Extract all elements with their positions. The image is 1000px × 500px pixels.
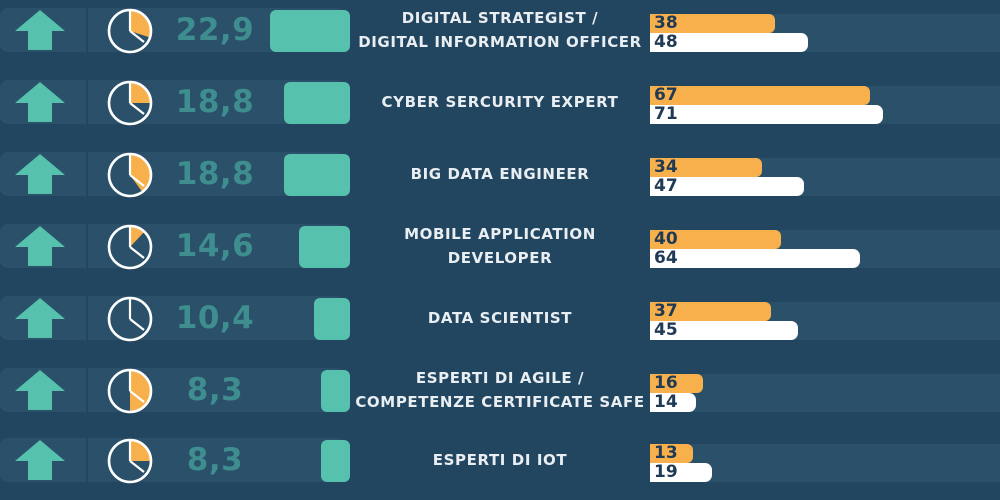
percentage-bar [284, 154, 350, 196]
chart-row: 14,6 MOBILE APPLICATION DEVELOPER 40 64 [0, 222, 1000, 270]
clock-fill [130, 154, 151, 192]
category-label: DIGITAL STRATEGIST / DIGITAL INFORMATION … [355, 6, 645, 54]
bar-white: 19 [650, 463, 712, 482]
bar-orange: 67 [650, 86, 870, 105]
row-divider [86, 224, 88, 268]
row-divider [86, 8, 88, 52]
clock-fill [130, 82, 151, 103]
category-label: BIG DATA ENGINEER [355, 150, 645, 198]
percentage-bar [314, 298, 350, 340]
clock-icon [107, 224, 153, 270]
percentage-label: 8,3 [186, 442, 244, 478]
category-label-line: MOBILE APPLICATION [404, 225, 596, 243]
clock-fill [130, 226, 145, 247]
bar-orange: 34 [650, 158, 762, 177]
bar-white: 14 [650, 393, 696, 412]
bar-orange: 37 [650, 302, 771, 321]
row-divider [86, 438, 88, 482]
clock-icon [107, 80, 153, 126]
category-label: DATA SCIENTIST [355, 294, 645, 342]
category-label-line: ESPERTI DI AGILE / [415, 369, 585, 387]
chart-row: 8,3 ESPERTI DI AGILE / COMPETENZE CERTIFIC… [0, 366, 1000, 414]
category-label-line: DEVELOPER [447, 249, 553, 267]
category-label: ESPERTI DI IOT [355, 436, 645, 484]
bar-white: 48 [650, 33, 808, 52]
arrow-up-icon [15, 10, 65, 50]
bar-track [650, 374, 1000, 412]
chart-row: 8,3 ESPERTI DI IOT 13 19 [0, 436, 1000, 484]
row-divider [86, 368, 88, 412]
bar-white: 64 [650, 249, 860, 268]
bar-orange: 40 [650, 230, 781, 249]
percentage-label: 14,6 [175, 228, 255, 264]
arrow-up-icon [15, 440, 65, 480]
clock-icon [107, 438, 153, 484]
bar-white: 45 [650, 321, 798, 340]
row-divider [86, 152, 88, 196]
bar-white: 47 [650, 177, 804, 196]
bar-orange: 16 [650, 374, 703, 393]
category-label-line: CYBER SERCURITY EXPERT [381, 93, 619, 111]
bar-orange: 38 [650, 14, 775, 33]
percentage-label: 18,8 [175, 156, 255, 192]
arrow-up-icon [15, 226, 65, 266]
row-divider [86, 80, 88, 124]
category-label-line: DIGITAL STRATEGIST / [401, 9, 599, 27]
row-divider [86, 296, 88, 340]
percentage-label: 8,3 [186, 372, 244, 408]
percentage-bar [299, 226, 350, 268]
bar-white: 71 [650, 105, 883, 124]
arrow-up-icon [15, 370, 65, 410]
percentage-bar [321, 370, 350, 412]
category-label-line: DATA SCIENTIST [427, 309, 573, 327]
chart-row: 22,9 DIGITAL STRATEGIST / DIGITAL INFORMAT… [0, 6, 1000, 54]
clock-fill [130, 10, 151, 38]
chart-row: 10,4 DATA SCIENTIST 37 45 [0, 294, 1000, 342]
clock-fill [130, 440, 151, 461]
category-label: ESPERTI DI AGILE / COMPETENZE CERTIFICATE… [355, 366, 645, 414]
category-label-line: COMPETENZE CERTIFICATE SAFE [355, 393, 645, 411]
percentage-bar [321, 440, 350, 482]
category-label-line: BIG DATA ENGINEER [410, 165, 590, 183]
clock-icon [107, 296, 153, 342]
clock-icon [107, 368, 153, 414]
chart-row: 18,8 BIG DATA ENGINEER 34 47 [0, 150, 1000, 198]
category-label: CYBER SERCURITY EXPERT [355, 78, 645, 126]
arrow-up-icon [15, 154, 65, 194]
percentage-bar [270, 10, 350, 52]
arrow-up-icon [15, 82, 65, 122]
percentage-label: 22,9 [175, 12, 255, 48]
category-label: MOBILE APPLICATION DEVELOPER [355, 222, 645, 270]
clock-icon [107, 8, 153, 54]
arrow-up-icon [15, 298, 65, 338]
clock-icon [107, 152, 153, 198]
percentage-label: 10,4 [175, 300, 255, 336]
category-label-line: DIGITAL INFORMATION OFFICER [358, 33, 642, 51]
category-label-line: ESPERTI DI IOT [432, 451, 568, 469]
bar-orange: 13 [650, 444, 693, 463]
percentage-bar [284, 82, 350, 124]
percentage-label: 18,8 [175, 84, 255, 120]
chart-row: 18,8 CYBER SERCURITY EXPERT 67 71 [0, 78, 1000, 126]
clock-fill [130, 370, 151, 412]
